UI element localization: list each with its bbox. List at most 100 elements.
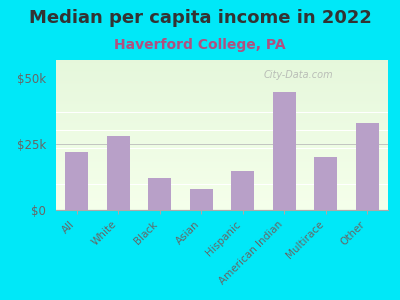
Bar bbox=[56, 188, 388, 189]
Bar bbox=[56, 117, 388, 118]
Bar bbox=[56, 206, 388, 207]
Bar bbox=[56, 140, 388, 141]
Bar bbox=[56, 178, 388, 180]
Bar bbox=[56, 92, 388, 93]
Bar bbox=[56, 156, 388, 158]
Bar bbox=[56, 120, 388, 122]
Bar bbox=[56, 61, 388, 63]
Bar bbox=[56, 174, 388, 176]
Bar bbox=[56, 201, 388, 202]
Bar bbox=[56, 80, 388, 81]
Bar bbox=[56, 126, 388, 128]
Bar bbox=[56, 68, 388, 69]
Bar bbox=[56, 124, 388, 126]
Bar bbox=[56, 153, 388, 154]
Bar bbox=[56, 159, 388, 160]
Bar bbox=[56, 154, 388, 156]
Bar bbox=[56, 111, 388, 112]
Bar bbox=[56, 172, 388, 174]
Bar bbox=[56, 110, 388, 111]
Bar bbox=[56, 144, 388, 146]
Bar bbox=[56, 194, 388, 195]
Bar bbox=[56, 64, 388, 66]
Bar bbox=[56, 171, 388, 172]
Bar bbox=[56, 196, 388, 198]
Bar bbox=[148, 178, 171, 210]
Bar bbox=[56, 162, 388, 164]
Bar bbox=[56, 116, 388, 117]
Bar bbox=[56, 93, 388, 94]
Bar bbox=[56, 60, 388, 61]
Bar bbox=[56, 122, 388, 123]
Bar bbox=[56, 183, 388, 184]
Bar bbox=[56, 129, 388, 130]
Bar bbox=[56, 100, 388, 102]
Bar bbox=[56, 136, 388, 138]
Bar bbox=[56, 200, 388, 201]
Bar bbox=[56, 152, 388, 153]
Bar bbox=[56, 98, 388, 99]
Bar bbox=[56, 169, 388, 171]
Bar bbox=[56, 96, 388, 98]
Bar bbox=[56, 75, 388, 76]
Bar bbox=[56, 202, 388, 204]
Bar bbox=[56, 130, 388, 132]
Text: City-Data.com: City-Data.com bbox=[264, 70, 333, 80]
Bar bbox=[56, 102, 388, 104]
Bar bbox=[56, 158, 388, 159]
Bar bbox=[56, 103, 388, 105]
Bar bbox=[56, 148, 388, 150]
Bar bbox=[56, 141, 388, 142]
Bar bbox=[56, 204, 388, 206]
Bar bbox=[56, 84, 388, 86]
Bar bbox=[56, 82, 388, 84]
Bar bbox=[56, 81, 388, 82]
Bar bbox=[56, 184, 388, 186]
Bar bbox=[56, 85, 388, 87]
Bar bbox=[56, 78, 388, 80]
Bar bbox=[56, 123, 388, 124]
Bar bbox=[56, 160, 388, 162]
Bar bbox=[56, 99, 388, 100]
Bar bbox=[314, 158, 337, 210]
Bar bbox=[107, 136, 130, 210]
Bar bbox=[56, 207, 388, 208]
Bar bbox=[56, 177, 388, 178]
Bar bbox=[56, 69, 388, 70]
Bar bbox=[56, 72, 388, 74]
Bar bbox=[56, 176, 388, 177]
Bar bbox=[56, 190, 388, 192]
Bar bbox=[56, 192, 388, 194]
Bar bbox=[356, 123, 379, 210]
Bar bbox=[56, 135, 388, 136]
Bar bbox=[56, 168, 388, 170]
Bar bbox=[65, 152, 88, 210]
Bar bbox=[56, 165, 388, 166]
Bar bbox=[56, 150, 388, 152]
Bar bbox=[56, 167, 388, 168]
Bar bbox=[56, 134, 388, 135]
Text: Haverford College, PA: Haverford College, PA bbox=[114, 38, 286, 52]
Bar bbox=[56, 90, 388, 92]
Bar bbox=[56, 180, 388, 182]
Bar bbox=[56, 94, 388, 96]
Bar bbox=[56, 146, 388, 147]
Bar bbox=[56, 198, 388, 200]
Bar bbox=[56, 106, 388, 108]
Bar bbox=[56, 186, 388, 188]
Bar bbox=[56, 182, 388, 183]
Bar bbox=[56, 142, 388, 144]
Bar bbox=[56, 108, 388, 110]
Bar bbox=[56, 189, 388, 190]
Bar bbox=[190, 189, 213, 210]
Bar bbox=[56, 74, 388, 75]
Bar bbox=[56, 87, 388, 88]
Bar bbox=[56, 195, 388, 196]
Text: Median per capita income in 2022: Median per capita income in 2022 bbox=[28, 9, 372, 27]
Bar bbox=[56, 147, 388, 148]
Bar bbox=[56, 70, 388, 72]
Bar bbox=[56, 105, 388, 106]
Bar bbox=[56, 138, 388, 140]
Bar bbox=[231, 170, 254, 210]
Bar bbox=[56, 66, 388, 68]
